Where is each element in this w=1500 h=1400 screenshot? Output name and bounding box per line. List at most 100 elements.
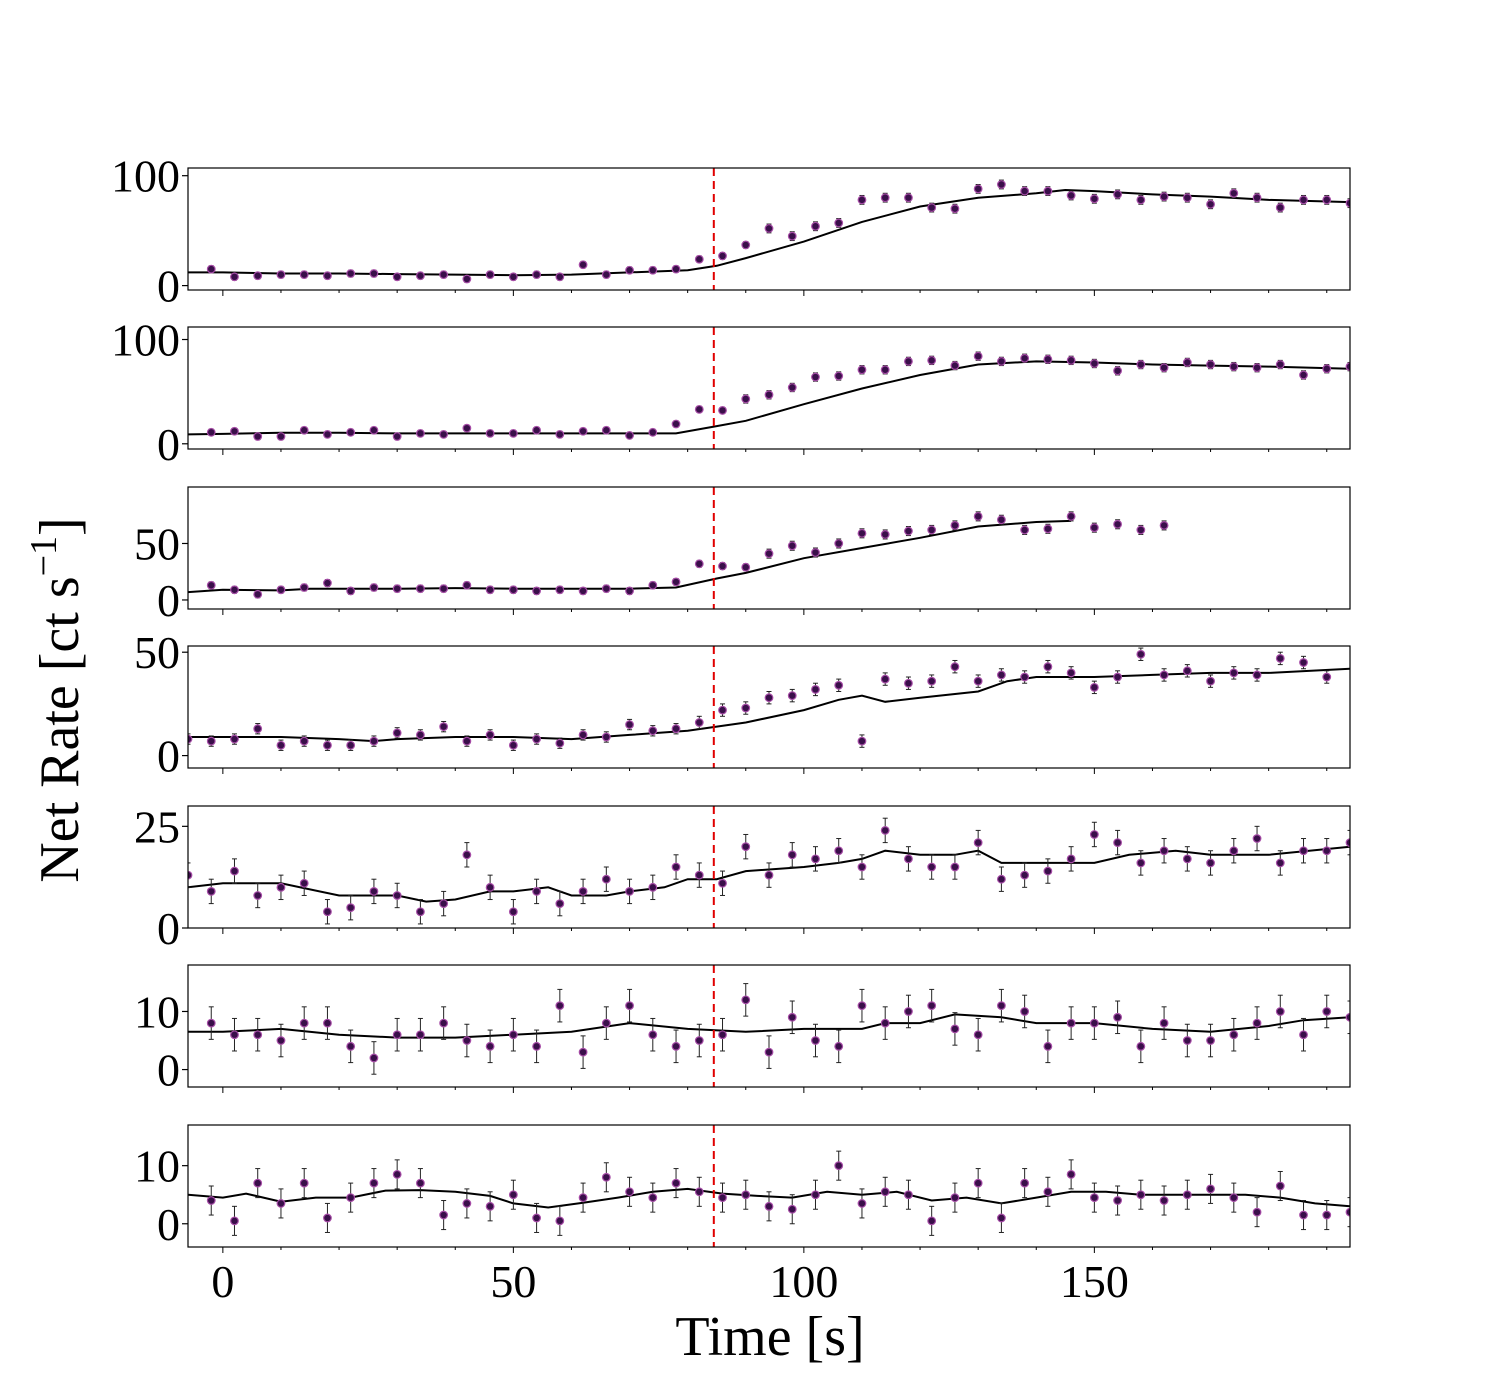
- panel-5-data-point: [857, 862, 867, 872]
- panel-2-data-point: [578, 426, 588, 436]
- panel-3-data-point: [671, 577, 681, 587]
- panel-4-data-point: [904, 678, 913, 688]
- panel-1-data-point: [950, 204, 960, 214]
- panel-6-data-point: [1182, 1036, 1192, 1045]
- panel-3-data-point: [1113, 519, 1122, 529]
- panel-1-data-point: [1066, 191, 1076, 200]
- panel-1-data-point: [1113, 189, 1122, 199]
- panel-2-data-point: [462, 423, 472, 433]
- panel-3-data-point: [857, 528, 867, 538]
- panel-1-data-point: [1229, 188, 1239, 198]
- panel-5-data-point: [1252, 834, 1262, 843]
- panel-3-data-point: [323, 578, 332, 588]
- panel-2-data-point: [973, 351, 983, 361]
- panel-1-data-point: [485, 270, 495, 280]
- panel-6-data-point: [1020, 1007, 1030, 1016]
- panel-4-data-point: [671, 724, 681, 734]
- panel-1-data-point: [1020, 186, 1030, 196]
- panel-2-y-tick-label: 100: [111, 315, 180, 366]
- panel-6-data-point: [508, 1030, 518, 1040]
- panel-4-data-point: [950, 662, 960, 672]
- panel-2-fit-line: [188, 360, 1350, 436]
- panel-1-data-point: [904, 193, 913, 203]
- panel-4-data-point: [532, 734, 541, 744]
- panel-7-data-point: [253, 1178, 263, 1188]
- panel-4-data-point: [741, 703, 751, 713]
- panel-4-data-point: [1066, 668, 1076, 678]
- panel-7-data-point: [1136, 1190, 1146, 1200]
- panel-4-data-point: [880, 674, 890, 684]
- panel-1-data-point: [508, 272, 518, 282]
- panel-6-data-point: [1066, 1018, 1076, 1028]
- panel-6-data-point: [532, 1041, 541, 1051]
- panel-7-data-point: [206, 1196, 216, 1205]
- panel-4-data-point: [392, 728, 402, 738]
- panel-5-data-point: [462, 850, 472, 860]
- panel-3-data-point: [253, 589, 263, 599]
- panel-2-data-point: [625, 431, 634, 440]
- panel-3-data-point: [392, 584, 402, 594]
- panel-3-data-point: [299, 583, 309, 592]
- panel-7-data-point: [276, 1199, 286, 1208]
- panel-3-data-point: [718, 561, 727, 571]
- panel-5-data-point: [671, 862, 681, 872]
- panel-1-data-point: [1159, 192, 1169, 201]
- panel-2-data-point: [880, 365, 890, 375]
- panel-5-data-point: [276, 882, 286, 892]
- panel-1-data-point: [323, 271, 332, 281]
- panel-4-data-point: [997, 670, 1006, 680]
- panel-2-data-point: [416, 428, 425, 438]
- panel-2-data-point: [555, 430, 565, 439]
- panel-6-data-point: [1275, 1007, 1285, 1016]
- panel-2-data-point: [392, 432, 402, 441]
- panel-4-data-point: [811, 685, 820, 694]
- panel-6-data-point: [1229, 1030, 1239, 1040]
- panel-2-data-point: [741, 394, 751, 404]
- panel-1-frame: [187, 167, 1351, 291]
- x-axis-label: Time [s]: [675, 1306, 864, 1368]
- panel-4-data-point: [508, 740, 518, 750]
- panel-5-data-point: [1159, 846, 1169, 856]
- panel-2-data-point: [1159, 363, 1169, 373]
- panel-6-data-point: [1136, 1041, 1146, 1051]
- panel-4-frame: [187, 645, 1351, 769]
- panel-2-data-point: [508, 428, 518, 438]
- panel-3-data-point: [346, 586, 356, 596]
- panel-6-data-point: [578, 1047, 588, 1057]
- panel-3-fit-line: [188, 519, 1072, 594]
- panel-6-data-point: [206, 1018, 216, 1028]
- panel-4-data-point: [188, 734, 193, 744]
- panel-3-data-point: [625, 586, 634, 596]
- panel-3-data-point: [462, 580, 472, 590]
- panel-6-data-point: [694, 1036, 704, 1045]
- panel-3-data-point: [904, 526, 913, 536]
- panel-6-data-point: [1043, 1041, 1053, 1051]
- panel-4-data-point: [485, 730, 495, 740]
- panel-6-data-point: [927, 1001, 937, 1011]
- panel-1-data-point: [648, 265, 658, 275]
- panel-5-data-point: [904, 854, 913, 864]
- panel-1-data-point: [880, 193, 890, 203]
- panel-6-data-point: [787, 1012, 797, 1022]
- panel-2-data-point: [811, 372, 820, 382]
- panel-1-data-point: [555, 272, 565, 282]
- panel-4-data-point: [1020, 672, 1030, 682]
- panel-3-data-point: [578, 586, 588, 596]
- panel-5-data-point: [787, 850, 797, 860]
- panel-4-y-tick-label: 50: [134, 627, 180, 678]
- panel-7-data-point: [578, 1193, 588, 1203]
- panel-3-y-tick-label: 50: [134, 518, 180, 569]
- panel-5-data-point: [532, 887, 541, 896]
- panel-7-y-tick-label: 0: [157, 1199, 180, 1250]
- panel-5-data-point: [1113, 838, 1122, 847]
- panel-5-plot-area: [188, 817, 1350, 925]
- panel-7-data-point: [671, 1178, 681, 1188]
- panel-7-data-point: [462, 1199, 472, 1208]
- panel-4-data-point: [787, 691, 797, 701]
- panel-4-data-point: [1252, 670, 1262, 680]
- panel-5-data-point: [834, 846, 844, 856]
- panel-6-data-point: [601, 1018, 611, 1028]
- panel-7-data-point: [625, 1187, 634, 1197]
- y-axis-label-exponent: −1: [23, 536, 65, 576]
- panel-2-data-point: [764, 390, 774, 400]
